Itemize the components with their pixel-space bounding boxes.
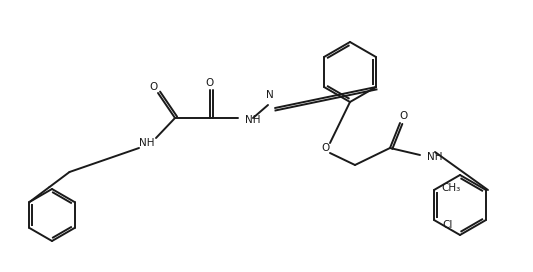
Text: NH: NH bbox=[139, 138, 155, 148]
Text: NH: NH bbox=[245, 115, 261, 125]
Text: NH: NH bbox=[427, 152, 442, 162]
Text: O: O bbox=[399, 111, 407, 121]
Text: O: O bbox=[149, 82, 157, 92]
Text: O: O bbox=[206, 78, 214, 88]
Text: O: O bbox=[321, 143, 329, 153]
Text: CH₃: CH₃ bbox=[441, 183, 461, 193]
Text: Cl: Cl bbox=[442, 220, 453, 230]
Text: N: N bbox=[266, 90, 274, 100]
